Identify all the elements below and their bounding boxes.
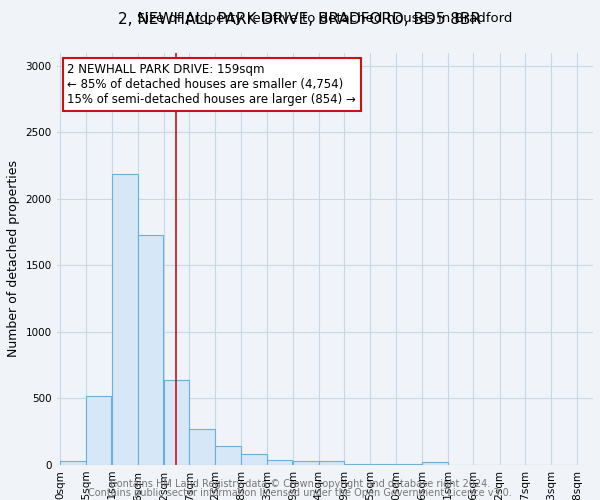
Text: Contains public sector information licensed under the Open Government Licence v3: Contains public sector information licen… — [88, 488, 512, 498]
Text: Contains HM Land Registry data © Crown copyright and database right 2024.: Contains HM Land Registry data © Crown c… — [110, 479, 490, 489]
Bar — [86, 396, 112, 465]
Bar — [190, 429, 215, 465]
Bar — [293, 461, 319, 465]
Bar — [137, 235, 163, 465]
Bar — [396, 464, 422, 465]
Text: 2 NEWHALL PARK DRIVE: 159sqm
← 85% of detached houses are smaller (4,754)
15% of: 2 NEWHALL PARK DRIVE: 159sqm ← 85% of de… — [67, 63, 356, 106]
Bar — [164, 380, 190, 465]
Bar — [319, 461, 344, 465]
Bar — [370, 464, 396, 465]
Title: Size of property relative to detached houses in Bradford: Size of property relative to detached ho… — [137, 12, 512, 25]
Bar — [60, 461, 86, 465]
Bar — [215, 446, 241, 465]
Bar — [112, 174, 137, 465]
Bar — [267, 460, 292, 465]
Bar — [344, 464, 370, 465]
Bar — [422, 462, 448, 465]
Bar — [241, 454, 267, 465]
Text: 2, NEWHALL PARK DRIVE, BRADFORD, BD5 8BR: 2, NEWHALL PARK DRIVE, BRADFORD, BD5 8BR — [119, 12, 482, 28]
Y-axis label: Number of detached properties: Number of detached properties — [7, 160, 20, 357]
